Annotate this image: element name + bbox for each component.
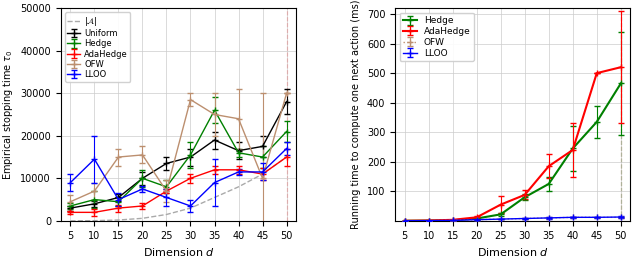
Legend: $|\mathcal{A}|$, Uniform, Hedge, AdaHedge, OFW, LLOO: $|\mathcal{A}|$, Uniform, Hedge, AdaHedg… <box>65 12 131 82</box>
$|\mathcal{A}|$ <box>67 219 74 222</box>
$|\mathcal{A}|$ <box>91 219 99 222</box>
Y-axis label: Empirical stopping time $\tau_0$: Empirical stopping time $\tau_0$ <box>1 49 15 180</box>
Legend: Hedge, AdaHedge, OFW, LLOO: Hedge, AdaHedge, OFW, LLOO <box>399 13 474 61</box>
X-axis label: Dimension $d$: Dimension $d$ <box>477 246 548 258</box>
$|\mathcal{A}|$ <box>187 207 195 210</box>
$|\mathcal{A}|$ <box>163 213 170 216</box>
$|\mathcal{A}|$ <box>235 185 243 188</box>
Line: $|\mathcal{A}|$: $|\mathcal{A}|$ <box>70 157 287 221</box>
$|\mathcal{A}|$ <box>211 196 218 199</box>
X-axis label: Dimension $d$: Dimension $d$ <box>143 246 214 258</box>
$|\mathcal{A}|$ <box>259 172 266 176</box>
$|\mathcal{A}|$ <box>283 155 291 159</box>
$|\mathcal{A}|$ <box>115 218 122 222</box>
$|\mathcal{A}|$ <box>139 217 147 220</box>
Y-axis label: Running time to compute one next action (ms): Running time to compute one next action … <box>351 0 361 229</box>
